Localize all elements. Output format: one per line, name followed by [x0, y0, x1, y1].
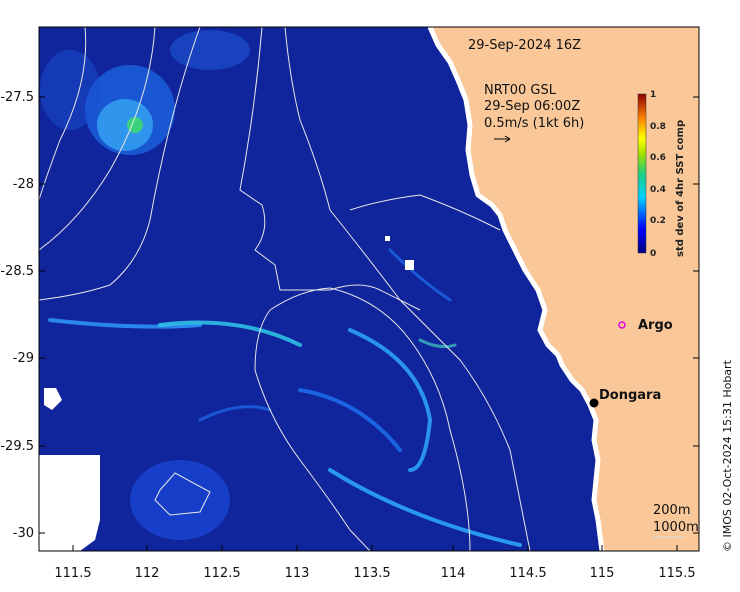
argo-marker[interactable] [618, 321, 626, 329]
colorbar-tick: 0 [650, 249, 656, 259]
argo-label: Argo [638, 318, 673, 333]
current-source-time: 29-Sep 06:00Z [484, 99, 580, 114]
colorbar: 1 0.8 0.6 0.4 0.2 0 std dev of 4hr SST c… [637, 90, 686, 259]
x-tick-label: 115 [590, 566, 615, 581]
colorbar-tick: 0.6 [650, 153, 666, 163]
x-tick-label: 111.5 [54, 566, 91, 581]
sst-filaments [48, 248, 522, 547]
y-tick-label: -29 [13, 351, 34, 366]
current-scale-label: 0.5m/s (1kt 6h) [484, 116, 584, 131]
colorbar-tick: 0.4 [650, 185, 666, 195]
plot-frame [38, 26, 700, 552]
y-tick-label: -28 [13, 177, 34, 192]
x-tick-label: 115.5 [658, 566, 695, 581]
sst-variance-patches [40, 30, 250, 540]
coastal-strip [427, 27, 605, 551]
current-scale-arrow [494, 135, 511, 143]
x-tick-label: 114 [441, 566, 466, 581]
missing-data-gaps [39, 236, 414, 551]
y-tick-label: -27.5 [0, 90, 34, 105]
colorbar-tick: 0.8 [650, 122, 666, 132]
x-axis: 111.5 112 112.5 113 113.5 114 114.5 115 … [54, 545, 696, 581]
y-tick-label: -29.5 [0, 439, 34, 454]
x-tick-label: 114.5 [509, 566, 546, 581]
dongara-label: Dongara [599, 388, 661, 403]
colorbar-tick: 1 [650, 90, 656, 100]
x-tick-label: 113 [285, 566, 310, 581]
y-tick-label: -30 [13, 526, 34, 541]
credit-text: © IMOS 02-Oct-2024 15:31 Hobart [721, 359, 734, 552]
x-tick-label: 112.5 [203, 566, 240, 581]
colorbar-title: std dev of 4hr SST comp [675, 120, 686, 257]
bathymetry-contours [39, 27, 531, 551]
dongara-marker[interactable] [589, 398, 599, 408]
colorbar-gradient [637, 93, 647, 254]
current-source-name: NRT00 GSL [484, 83, 557, 98]
x-tick-label: 113.5 [353, 566, 390, 581]
x-tick-label: 112 [135, 566, 160, 581]
y-tick-label: -28.5 [0, 264, 34, 279]
contour-1000m-label: 1000m [653, 520, 699, 535]
colorbar-tick: 0.2 [650, 216, 666, 226]
y-axis: -27.5 -28 -28.5 -29 -29.5 -30 [0, 90, 699, 541]
map-timestamp: 29-Sep-2024 16Z [468, 38, 581, 53]
contour-200m-label: 200m [653, 503, 690, 518]
